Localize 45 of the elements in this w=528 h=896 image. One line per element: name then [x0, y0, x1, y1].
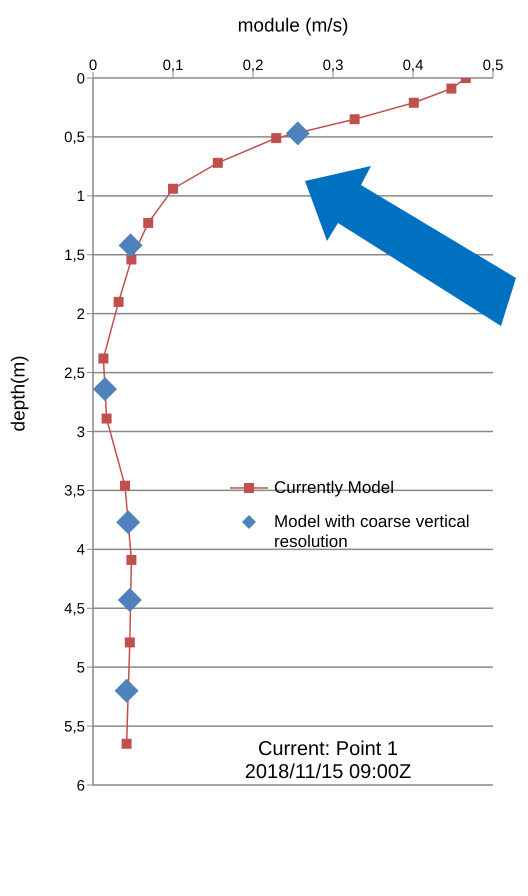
y-tick-label: 3,5 — [64, 482, 85, 500]
point — [271, 133, 282, 144]
point — [126, 554, 136, 565]
point — [102, 414, 112, 424]
point — [350, 114, 360, 124]
point — [124, 637, 135, 648]
point — [120, 480, 130, 491]
annotation: Current: Point 1 2018/11/15 09:00Z — [244, 738, 412, 784]
point — [98, 353, 108, 364]
x-tick-label: 0,3 — [322, 57, 344, 74]
point — [114, 296, 124, 307]
x-tick-label: 0,2 — [242, 57, 264, 74]
point — [143, 218, 154, 228]
point — [122, 738, 132, 749]
point — [118, 233, 143, 258]
point — [118, 588, 142, 612]
y-tick-label: 2,5 — [64, 364, 85, 382]
x-tick-label: 0,4 — [402, 57, 424, 74]
y-tick-label: 1 — [76, 188, 85, 206]
point — [446, 84, 456, 94]
y-tick-label: 1,5 — [64, 247, 85, 264]
point — [126, 254, 136, 264]
y-axis-title: depth(m) — [8, 355, 30, 432]
y-tick-label: 5,5 — [64, 718, 85, 736]
y-tick-label: 5 — [76, 659, 85, 676]
point — [114, 678, 139, 703]
legend-label: Currently Model — [274, 478, 394, 498]
y-tick-label: 4,5 — [64, 600, 85, 618]
y-tick-label: 3 — [76, 424, 85, 441]
y-tick-label: 4 — [76, 542, 85, 559]
legend-label: Model with coarse vertical resolution — [274, 512, 471, 552]
y-tick-label: 6 — [76, 777, 85, 794]
y-tick-label: 0,5 — [64, 129, 85, 146]
y-tick-label: 2 — [76, 306, 85, 323]
point — [93, 377, 117, 402]
y-tick-label: 0 — [76, 70, 85, 88]
x-tick-label: 0 — [88, 57, 98, 74]
point — [212, 158, 223, 168]
x-axis-title: module (m/s) — [238, 15, 348, 36]
point — [116, 510, 140, 534]
x-tick-label: 0,1 — [162, 57, 184, 74]
point — [168, 184, 178, 194]
point — [286, 121, 310, 146]
x-tick-label: 0,5 — [482, 57, 504, 74]
point — [408, 98, 419, 108]
